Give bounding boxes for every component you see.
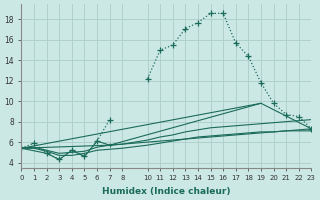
- X-axis label: Humidex (Indice chaleur): Humidex (Indice chaleur): [102, 187, 231, 196]
